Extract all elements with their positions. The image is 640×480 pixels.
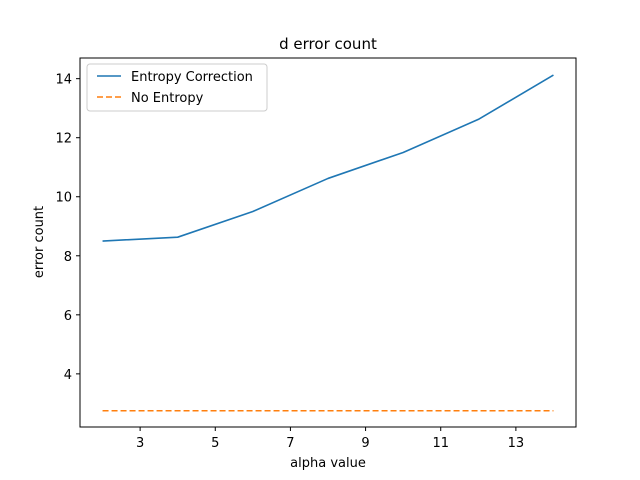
- legend-box: [86, 63, 268, 112]
- x-tick-label: 3: [136, 436, 144, 451]
- plot-area: 3 5 7 9 11 13 4 6 8 10 12 14: [55, 57, 577, 451]
- x-axis-ticks: 3 5 7 9 11 13: [136, 427, 524, 451]
- plot-background: [80, 58, 576, 427]
- x-tick-label: 5: [211, 436, 219, 451]
- legend-label-no-entropy: No Entropy: [131, 91, 204, 106]
- series-line-entropy-correction: [102, 74, 554, 242]
- x-tick-label: 13: [508, 436, 525, 451]
- plot-frame: [79, 57, 577, 428]
- legend: Entropy Correction No Entropy: [86, 63, 268, 112]
- y-tick-label: 12: [55, 132, 72, 147]
- y-tick-label: 14: [55, 73, 72, 88]
- x-tick-label: 9: [361, 436, 369, 451]
- y-axis-ticks: 4 6 8 10 12 14: [55, 73, 80, 383]
- y-tick-label: 6: [64, 309, 72, 324]
- legend-label-entropy-correction: Entropy Correction: [131, 70, 253, 85]
- y-tick-label: 10: [55, 191, 72, 206]
- series-layer: [102, 74, 554, 412]
- y-tick-label: 4: [64, 368, 72, 383]
- x-axis-label: alpha value: [290, 456, 366, 471]
- y-axis-label: error count: [32, 206, 47, 278]
- x-tick-label: 11: [432, 436, 449, 451]
- y-tick-label: 8: [64, 250, 72, 265]
- chart-title: d error count: [279, 35, 377, 53]
- x-tick-label: 7: [286, 436, 294, 451]
